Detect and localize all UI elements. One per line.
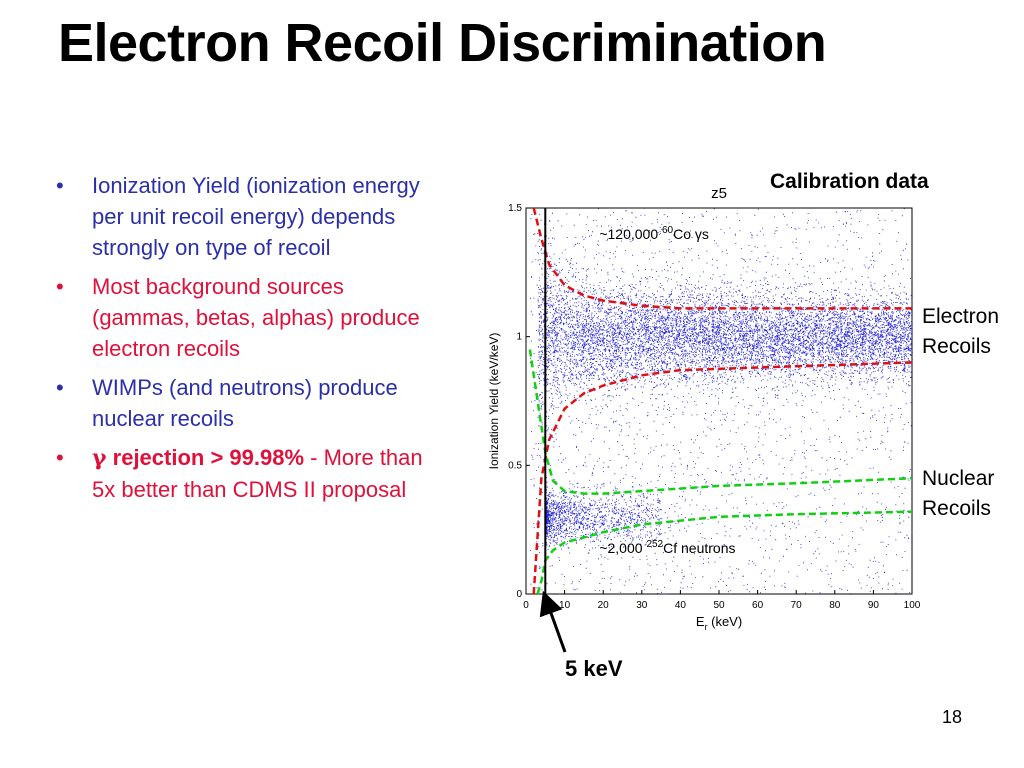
chart-svg: 0 10 20 30 40 50 60 70 80 90 100 0 0.5 1 1.5 z5 Er (keV)… xyxy=(487,185,921,632)
y-tick-label: 1 xyxy=(516,332,522,343)
scatter-chart: 0 10 20 30 40 50 60 70 80 90 100 0 0.5 1 1.5 z5 Er (keV)… xyxy=(470,170,950,640)
bullet-text: WIMPs (and neutrons) produce nuclear rec… xyxy=(92,375,398,431)
x-tick-label: 80 xyxy=(829,600,841,611)
x-tick-label: 100 xyxy=(904,600,921,611)
x-tick-label: 60 xyxy=(752,600,764,611)
bullet-text: Ionization Yield (ionization energy per … xyxy=(92,173,420,260)
x-tick-label: 10 xyxy=(559,600,571,611)
electron-recoils-label: Electron Recoils xyxy=(922,302,999,362)
bullet-dot: • xyxy=(56,375,64,400)
x-axis-label: Er (keV) xyxy=(696,614,742,632)
bullet-dot: • xyxy=(56,274,64,299)
bullet-bold-text: rejection > 99.98% xyxy=(106,445,305,470)
x-tick-label: 0 xyxy=(523,600,529,611)
nuclear-band-lower-curve xyxy=(536,510,913,595)
bullet-item: • Ionization Yield (ionization energy pe… xyxy=(56,170,426,263)
x-tick-label: 20 xyxy=(598,600,610,611)
bullet-dot: • xyxy=(56,445,64,470)
chart-title: z5 xyxy=(711,185,727,202)
electron-label-line2: Recoils xyxy=(922,335,991,358)
y-tick-label: 0 xyxy=(516,589,522,600)
electron-band-lower-curve xyxy=(532,361,913,595)
bullet-dot: • xyxy=(56,173,64,198)
x-tick-label: 90 xyxy=(868,600,880,611)
bullet-text: - More than 5x better than CDMS II propo… xyxy=(92,445,423,502)
nuclear-band-upper-curve xyxy=(528,349,913,495)
cobalt-annotation: ~120,000 60Co γs xyxy=(599,225,709,242)
x-tick-label: 30 xyxy=(636,600,648,611)
plot-area xyxy=(525,207,913,595)
page-number: 18 xyxy=(942,707,963,727)
calibration-label: Calibration data xyxy=(770,170,929,193)
y-axis-label: Ionization Yield (keV/keV) xyxy=(487,333,501,470)
bullet-text: Most background sources (gammas, betas, … xyxy=(92,274,420,361)
slide-title: Electron Recoil Discrimination xyxy=(58,13,827,73)
x-tick-label: 40 xyxy=(675,600,687,611)
bullet-item: • γ rejection > 99.98% - More than 5x be… xyxy=(56,442,426,505)
x-tick-label: 50 xyxy=(713,600,725,611)
gamma-symbol: γ xyxy=(92,445,107,471)
bullet-list: • Ionization Yield (ionization energy pe… xyxy=(56,170,426,513)
threshold-label: 5 keV xyxy=(565,656,623,681)
bullet-item: • Most background sources (gammas, betas… xyxy=(56,271,426,364)
electron-label-line1: Electron xyxy=(922,305,1000,328)
nuclear-label-line2: Recoils xyxy=(922,497,991,520)
nuclear-label-line1: Nuclear xyxy=(922,467,995,490)
electron-band-upper-curve xyxy=(532,207,912,310)
californium-annotation: ~2,000 252Cf neutrons xyxy=(599,539,735,556)
y-tick-label: 1.5 xyxy=(508,203,522,214)
bullet-item: • WIMPs (and neutrons) produce nuclear r… xyxy=(56,372,426,434)
nuclear-recoils-label: Nuclear Recoils xyxy=(922,464,994,524)
threshold-arrow-icon xyxy=(539,590,567,653)
y-tick-label: 0.5 xyxy=(508,460,522,471)
x-tick-label: 70 xyxy=(791,600,803,611)
